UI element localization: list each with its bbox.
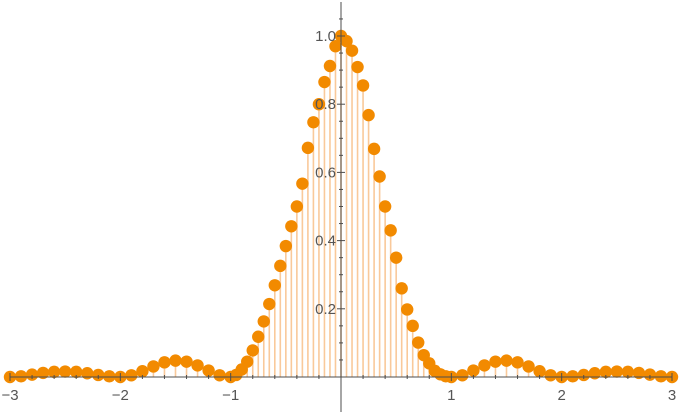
data-point [345,44,359,57]
data-point [621,365,635,379]
data-point [412,336,425,349]
data-point [329,40,342,53]
data-point [318,75,331,89]
data-point [522,360,535,373]
data-point [180,355,193,368]
data-point [246,344,259,357]
data-point [373,170,386,183]
data-point [14,370,28,383]
data-point [312,98,326,111]
y-tick-label: 1.0 [315,28,336,45]
data-point [290,200,304,213]
data-point [241,355,254,368]
data-point [92,368,105,382]
data-point [632,366,646,380]
x-tick-label: 1 [447,387,455,404]
data-point [566,370,579,383]
y-tick-label: 0.8 [315,96,336,113]
data-point [252,330,265,343]
data-point [301,141,315,155]
data-point [544,369,557,382]
data-point [384,224,397,237]
data-point [103,370,116,383]
data-point [191,359,204,372]
data-point [456,369,469,382]
data-point [478,359,491,372]
data-point [489,355,502,368]
data-point [296,177,309,190]
data-point [147,360,160,373]
data-point [362,108,375,122]
data-point [125,369,138,382]
data-point [47,365,61,379]
x-ticks: −3 −2 −1 1 2 3 [1,373,676,404]
x-tick-label: −2 [112,387,129,404]
data-point [643,368,657,381]
data-point [285,220,298,233]
data-point [367,142,381,156]
data-point [307,116,320,129]
data-point [323,59,337,73]
data-point [356,79,370,92]
data-point [389,251,403,264]
data-point [467,364,480,377]
x-tick-label: 3 [668,387,676,404]
data-point [599,365,612,379]
data-point [577,368,590,382]
data-point [58,365,72,378]
data-point [263,297,276,311]
data-point [213,369,226,382]
x-tick-label: −3 [1,387,18,404]
data-point [169,354,182,367]
data-point [588,367,601,380]
data-point [654,370,668,383]
y-tick-label: 0.2 [315,301,336,318]
data-point [202,364,215,377]
data-point [533,365,546,378]
x-tick-label: 2 [557,387,565,404]
data-point [81,367,94,380]
data-point [70,365,83,379]
point-layer [3,29,679,384]
data-point [351,60,364,74]
data-point [401,303,414,316]
data-point [36,366,50,380]
data-point [511,356,524,369]
x-tick-label: −1 [222,387,239,404]
data-point [406,319,419,333]
data-point [340,34,353,48]
data-point [500,354,513,367]
data-point [395,282,408,295]
y-ticks: 0.2 0.4 0.6 0.8 1.0 [315,18,345,361]
data-point [136,365,149,378]
data-point [158,356,171,369]
y-tick-label: 0.4 [315,233,336,250]
data-point [279,239,293,253]
data-point [378,200,392,213]
y-tick-label: 0.6 [315,164,336,181]
data-point [257,315,270,328]
data-point [25,368,39,381]
data-point [274,259,287,273]
data-point [610,365,624,378]
data-point [268,279,281,292]
